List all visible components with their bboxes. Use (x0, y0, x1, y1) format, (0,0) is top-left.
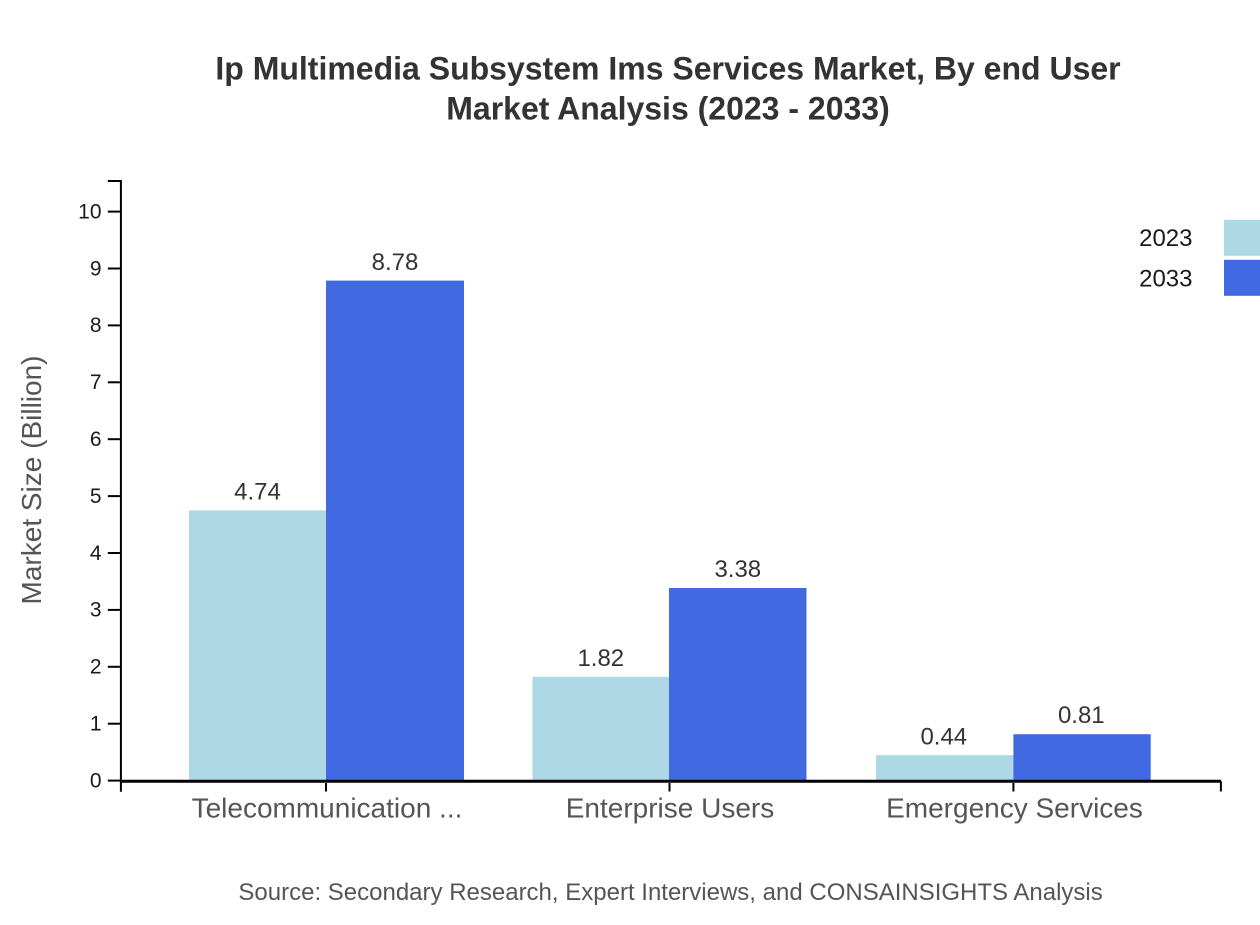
svg-text:Enterprise Users: Enterprise Users (566, 792, 775, 823)
svg-text:8: 8 (90, 314, 102, 337)
svg-text:2: 2 (90, 656, 102, 679)
svg-text:Ip Multimedia Subsystem Ims Se: Ip Multimedia Subsystem Ims Services Mar… (215, 51, 1120, 87)
svg-text:5: 5 (90, 485, 102, 508)
svg-text:0: 0 (90, 769, 102, 792)
svg-text:Market Size (Billion): Market Size (Billion) (16, 356, 47, 605)
svg-text:6: 6 (90, 428, 102, 451)
svg-text:4.74: 4.74 (234, 479, 281, 506)
svg-text:1: 1 (90, 713, 102, 736)
svg-text:10: 10 (78, 200, 101, 223)
svg-text:2033: 2033 (1139, 265, 1192, 292)
svg-text:Market Analysis (2023 - 2033): Market Analysis (2023 - 2033) (446, 90, 890, 126)
svg-text:1.82: 1.82 (577, 645, 624, 672)
svg-text:3.38: 3.38 (714, 556, 761, 583)
svg-text:0.44: 0.44 (920, 723, 967, 750)
svg-text:0.81: 0.81 (1058, 702, 1105, 729)
svg-text:Emergency Services: Emergency Services (886, 792, 1143, 823)
svg-text:7: 7 (90, 371, 102, 394)
svg-text:3: 3 (90, 599, 102, 622)
svg-text:4: 4 (90, 542, 102, 565)
svg-text:2023: 2023 (1139, 225, 1192, 252)
svg-text:Source: Secondary Research, Ex: Source: Secondary Research, Expert Inter… (238, 879, 1102, 906)
svg-text:Telecommunication ...: Telecommunication ... (192, 792, 463, 823)
svg-text:9: 9 (90, 257, 102, 280)
svg-text:8.78: 8.78 (372, 249, 419, 276)
